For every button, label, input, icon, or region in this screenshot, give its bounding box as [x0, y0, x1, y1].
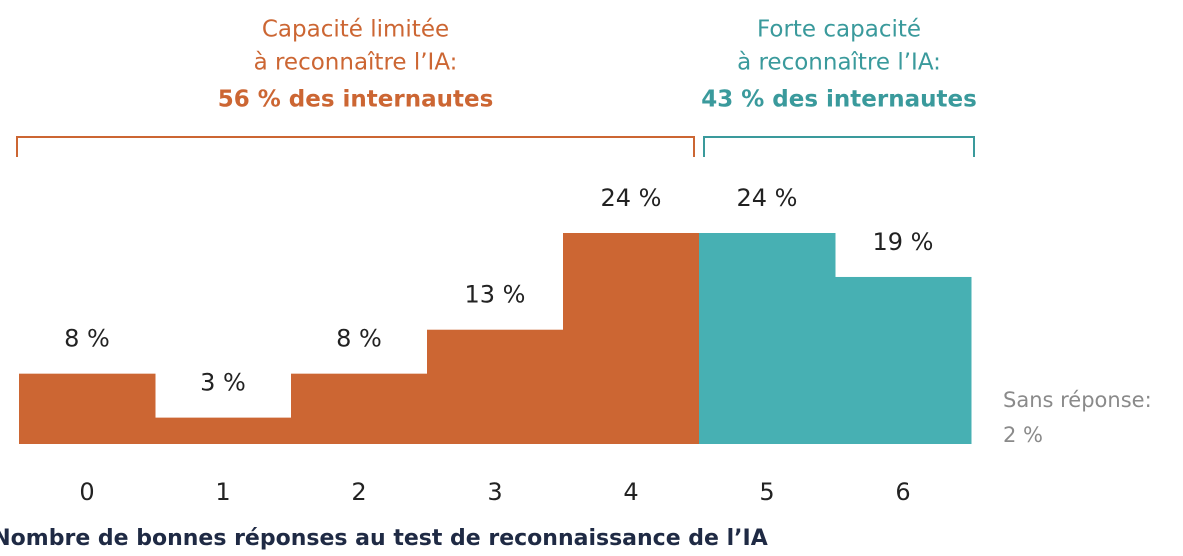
group-label: Forte capacité: [757, 17, 921, 43]
x-tick-label: 4: [623, 478, 638, 506]
value-label: 8 %: [336, 325, 382, 353]
value-label: 3 %: [200, 369, 246, 397]
bar: [291, 373, 428, 444]
group-label: Capacité limitée: [262, 17, 449, 43]
group-summary: 56 % des internautes: [218, 87, 494, 113]
bar: [835, 276, 972, 444]
bar: [19, 373, 156, 444]
x-tick-label: 6: [895, 478, 910, 506]
note: 2 %: [1003, 423, 1043, 447]
x-tick-label: 5: [759, 478, 774, 506]
note: Sans réponse:: [1003, 388, 1152, 412]
value-label: 13 %: [465, 281, 526, 309]
group-summary: 43 % des internautes: [701, 87, 977, 113]
value-label: 8 %: [64, 325, 110, 353]
group-label: à reconnaître l’IA:: [737, 50, 941, 76]
value-label: 24 %: [737, 184, 798, 212]
x-tick-label: 1: [215, 478, 230, 506]
group-bracket: [703, 136, 975, 157]
x-tick-label: 2: [351, 478, 366, 506]
value-label: 19 %: [873, 228, 934, 256]
group-bracket: [16, 136, 695, 157]
x-tick-label: 0: [79, 478, 94, 506]
x-axis-label: Nombre de bonnes réponses au test de rec…: [0, 526, 768, 551]
bar: [699, 233, 836, 444]
bar: [427, 329, 564, 444]
bar: [155, 417, 292, 444]
bar: [563, 233, 700, 444]
value-label: 24 %: [601, 184, 662, 212]
x-tick-label: 3: [487, 478, 502, 506]
group-label: à reconnaître l’IA:: [254, 50, 458, 76]
